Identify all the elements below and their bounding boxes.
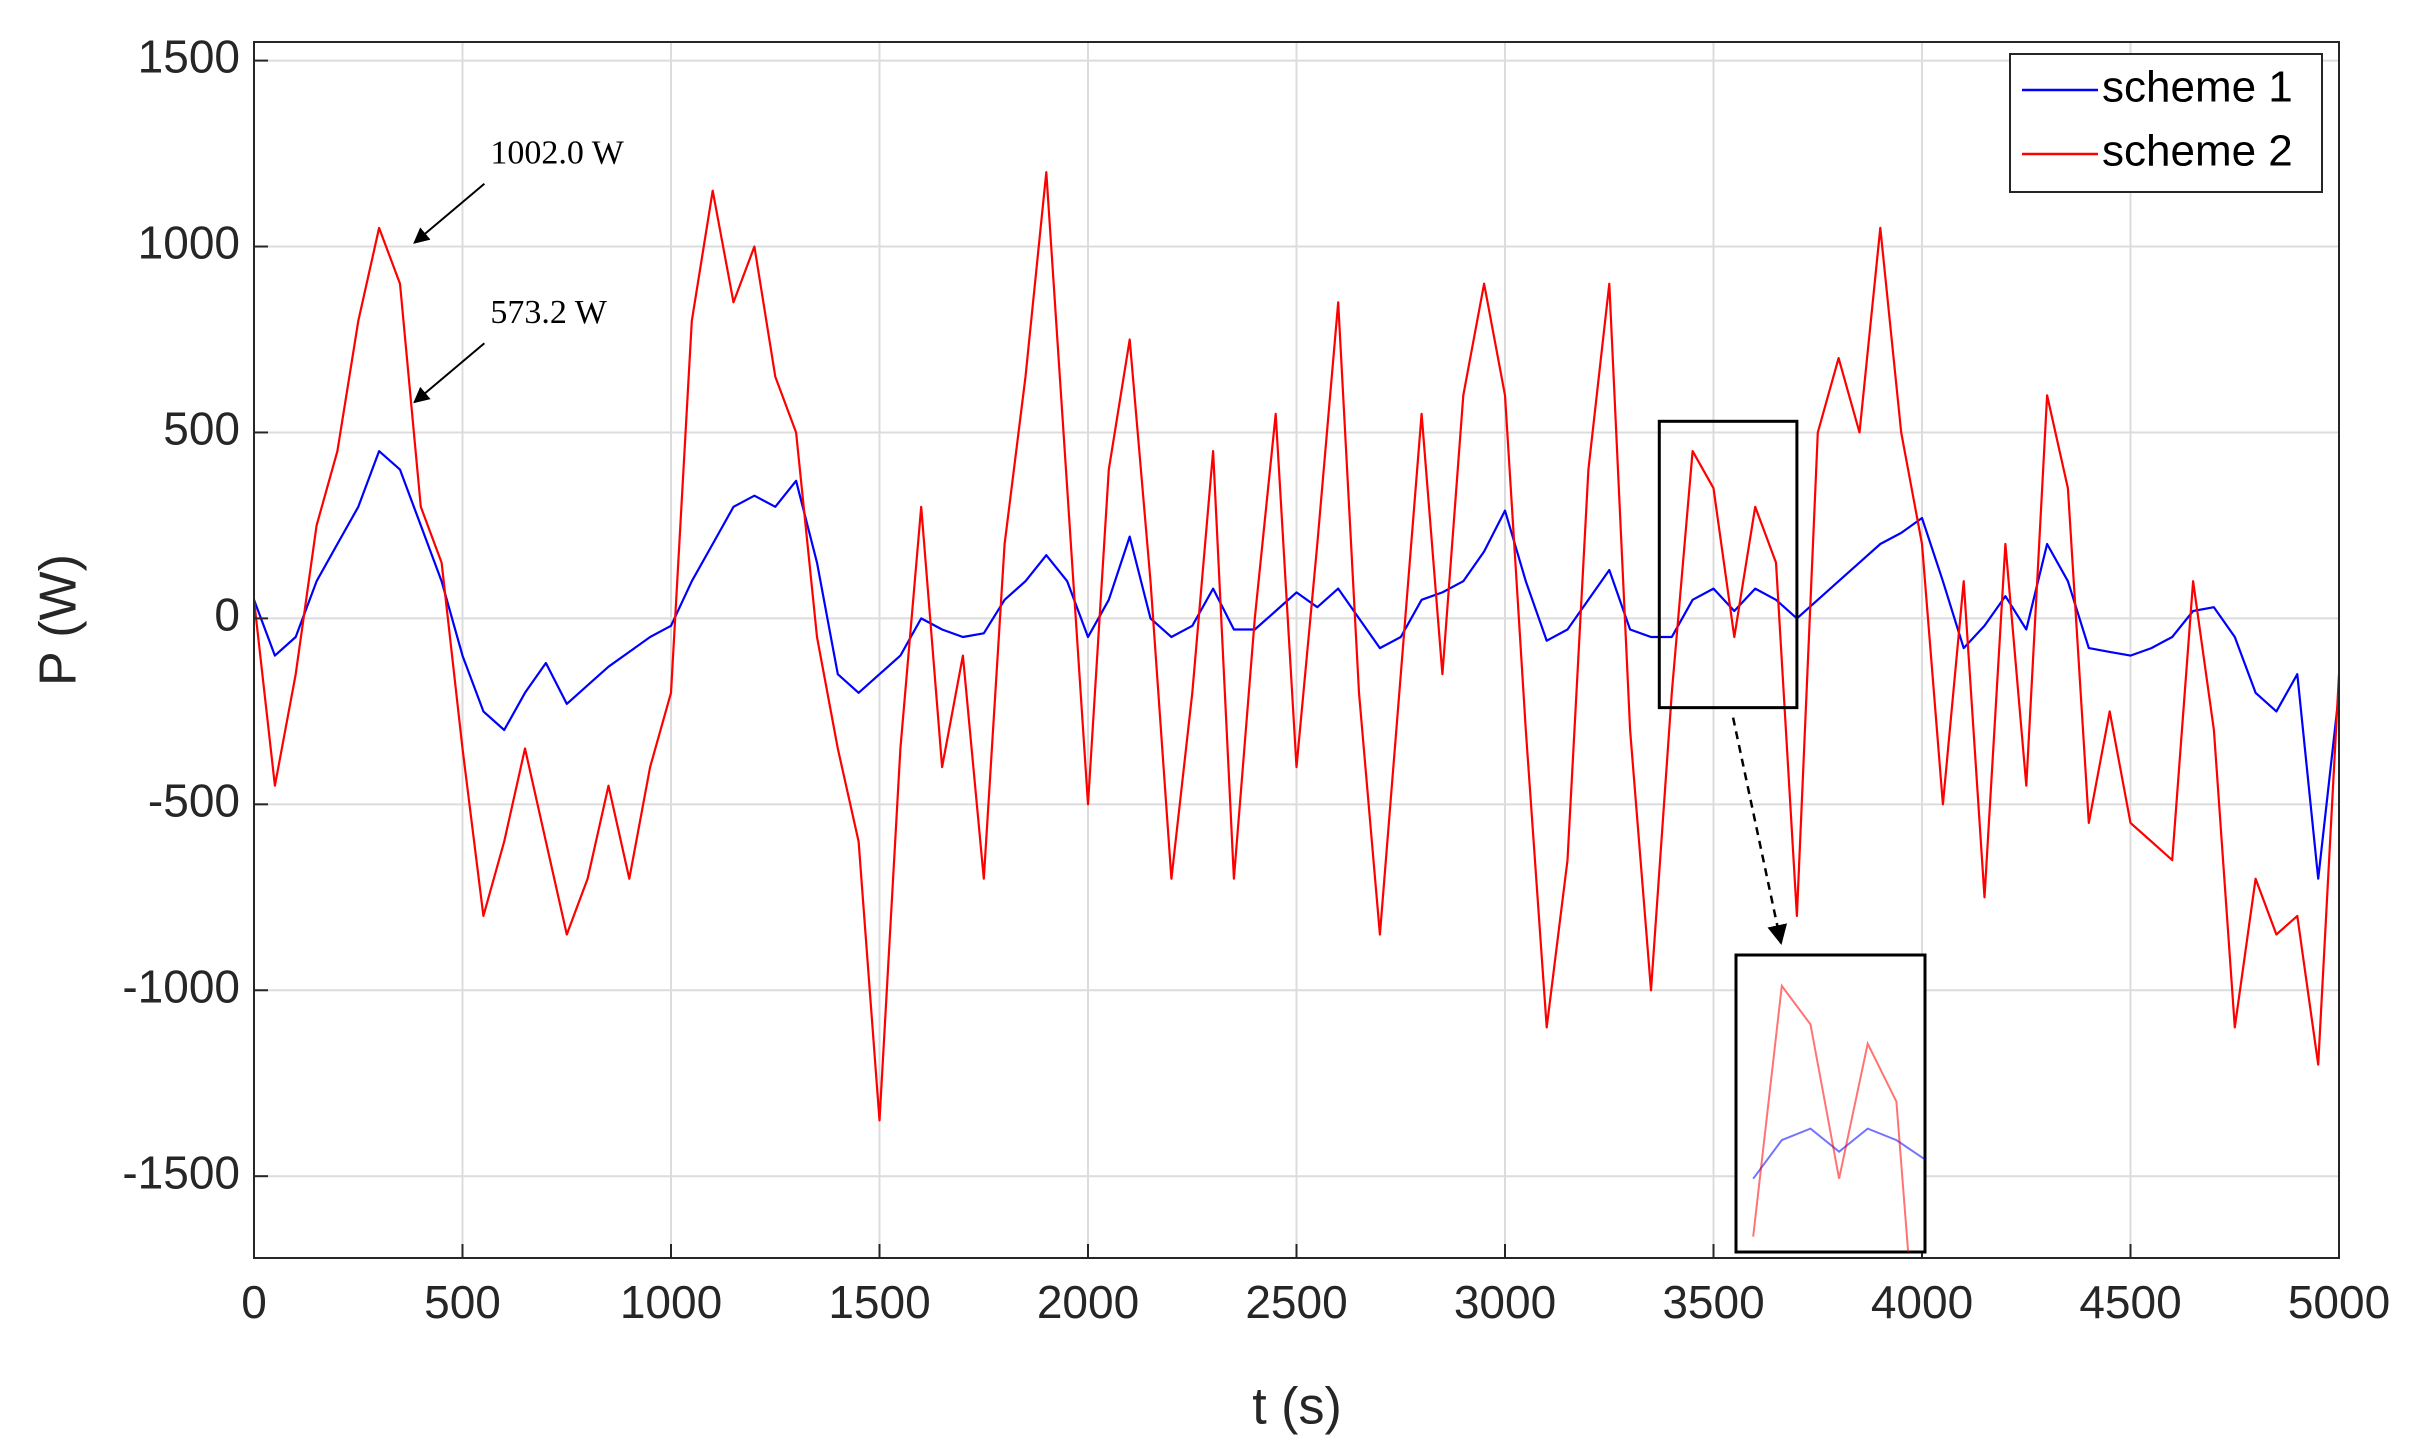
legend-box (2009, 53, 2323, 193)
y-axis-label: P (W) (30, 554, 88, 686)
inset-lines (1752, 983, 1925, 1252)
series-line (254, 450, 2339, 880)
zoom-box (1657, 419, 1799, 710)
y-tick-label: 1500 (138, 31, 240, 83)
x-tick-label: 3500 (1662, 1276, 1764, 1328)
x-tick-label: 4000 (1871, 1276, 1973, 1328)
inset-box (1734, 953, 1927, 1254)
annotation-arrow (413, 183, 486, 244)
y-tick-label: -1000 (122, 960, 240, 1012)
x-tick-label: 1000 (620, 1276, 722, 1328)
x-tick-label: 4500 (2079, 1276, 2181, 1328)
x-tick-label: 2500 (1245, 1276, 1347, 1328)
x-tick-label: 1500 (828, 1276, 930, 1328)
y-tick-label: -1500 (122, 1146, 240, 1198)
annotation: 573.2 W (490, 294, 607, 331)
x-tick-label: 2000 (1037, 1276, 1139, 1328)
annotation: 1002.0 W (490, 135, 624, 172)
inset-series-line (1752, 983, 1910, 1252)
y-tick-label: 1000 (138, 217, 240, 269)
y-tick-label: 500 (163, 403, 240, 455)
y-tick-label: -500 (148, 774, 240, 826)
x-tick-label: 500 (424, 1276, 501, 1328)
x-axis-label: t (s) (1252, 1378, 1342, 1436)
series-line (254, 171, 2339, 1122)
x-tick-label: 3000 (1454, 1276, 1556, 1328)
y-tick-label: 0 (214, 589, 240, 641)
annotation-arrow (413, 342, 486, 404)
inset-series-line (1752, 1127, 1925, 1180)
x-tick-label: 0 (241, 1276, 267, 1328)
legend-label: scheme 1 (2102, 63, 2293, 112)
zoom-arrow (1731, 717, 1788, 945)
x-tick-label: 5000 (2288, 1276, 2390, 1328)
legend-label: scheme 2 (2102, 127, 2293, 176)
